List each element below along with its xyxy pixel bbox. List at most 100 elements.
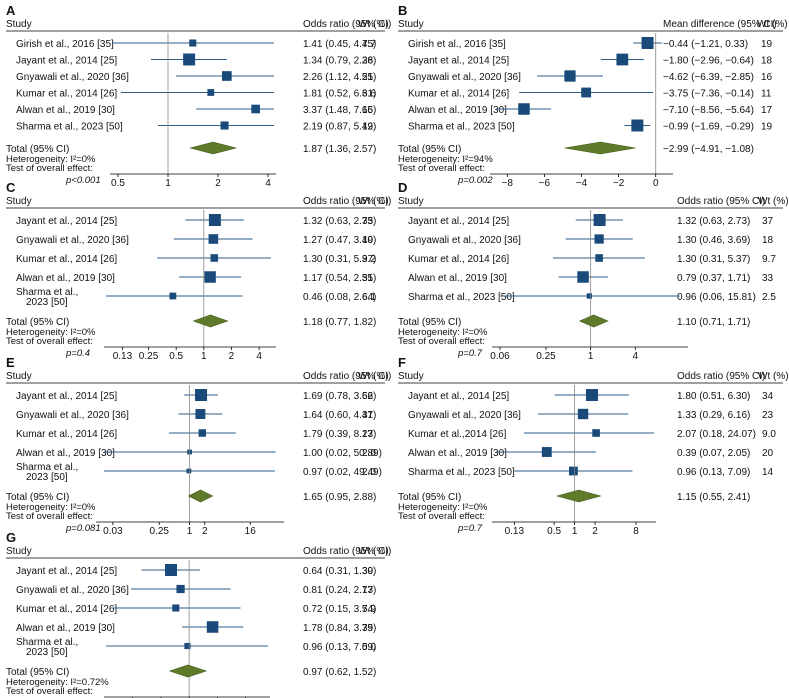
study-name: Gnyawali et al., 2020 [36]	[16, 235, 129, 246]
column-header-weight: Wt (%)	[358, 196, 389, 207]
total-ci-text: −2.99 (−4.91, −1.08)	[663, 144, 754, 155]
effect-ci-text: 0.79 (0.37, 1.71)	[677, 273, 750, 284]
point-estimate-square	[585, 389, 598, 401]
weight-text: 31	[362, 273, 374, 284]
weight-text: 11	[761, 89, 772, 100]
effect-ci-text: 1.27 (0.47, 3.40)	[303, 235, 376, 246]
heterogeneity-text: Heterogeneity: I²=0%	[6, 502, 96, 513]
point-estimate-square	[593, 214, 606, 226]
weight-text: 19	[761, 122, 773, 133]
weight-text: 7.9	[362, 604, 376, 615]
weight-text: 18	[761, 56, 773, 67]
x-tick-label: 0.25	[150, 526, 170, 537]
column-header-study: Study	[398, 371, 424, 382]
x-tick-label: 16	[245, 526, 257, 537]
effect-ci-text: 0.39 (0.07, 2.05)	[677, 448, 750, 459]
weight-text: 2.0	[362, 467, 376, 478]
weight-text: 14	[762, 467, 774, 478]
weight-text: 6.1	[362, 292, 376, 303]
weight-text: 17	[761, 105, 773, 116]
total-ci-text: 0.97 (0.62, 1.52)	[303, 667, 376, 678]
weight-text: 5.0	[362, 642, 376, 653]
column-header-effect: Odds ratio (95% CI)	[303, 196, 391, 207]
effect-ci-text: −1.80 (−2.96, −0.64)	[663, 56, 754, 67]
x-tick-label: 2	[592, 526, 598, 537]
point-estimate-square	[208, 234, 219, 244]
total-label: Total (95% CI)	[6, 492, 69, 503]
study-name: Gnyawali et al., 2020 [36]	[16, 72, 129, 83]
x-tick-label: 2	[202, 526, 208, 537]
study-row: Gnyawali et al., 2020 [36] 0.81 (0.24, 2.…	[16, 584, 376, 596]
point-estimate-square	[577, 271, 589, 283]
x-tick-label: 0.25	[536, 351, 556, 362]
study-name: Jayant et al., 2014 [25]	[408, 56, 509, 67]
study-name: Girish et al., 2016 [35]	[408, 39, 506, 50]
effect-ci-text: 1.78 (0.84, 3.79)	[303, 623, 376, 634]
pooled-estimate-diamond	[564, 141, 636, 155]
study-name: Jayant et al., 2014 [25]	[16, 566, 117, 577]
total-label: Total (95% CI)	[6, 317, 69, 328]
study-row: Girish et al., 2016 [35] 1.41 (0.45, 4.45…	[16, 39, 376, 50]
overall-effect-label: Test of overall effect:	[6, 686, 93, 697]
study-name: Kumar et al., 2014 [26]	[408, 254, 509, 265]
study-name: Kumar et al., 2014 [26]	[408, 89, 509, 100]
pooled-estimate-diamond	[578, 314, 609, 328]
heterogeneity-text: Heterogeneity: I²=0%	[6, 154, 96, 165]
effect-ci-text: 1.34 (0.79, 2.26)	[303, 56, 376, 67]
study-name: Sharma et al.,	[16, 287, 78, 298]
study-row: Gnyawali et al., 2020 [36] 1.33 (0.29, 6.…	[408, 408, 774, 421]
point-estimate-square	[518, 103, 530, 115]
column-header-study: Study	[6, 196, 32, 207]
point-estimate-square	[541, 447, 552, 457]
point-estimate-square	[220, 121, 229, 130]
study-name: Sharma et al., 2023 [50]	[408, 467, 515, 478]
p-value-text: p=0.002	[457, 175, 493, 186]
study-row: Sharma et al.,2023 [50] 0.96 (0.13, 7.09)…	[16, 637, 376, 658]
point-estimate-square	[581, 87, 592, 98]
x-tick-label: 0.03	[103, 526, 123, 537]
column-header-weight: Wt (%)	[358, 19, 389, 30]
overall-effect-label: Test of overall effect:	[398, 336, 485, 347]
panel-letter: E	[6, 355, 15, 370]
column-header-effect: Odds ratio (95% CI)	[303, 546, 391, 557]
weight-text: 16	[761, 72, 773, 83]
x-tick-label: 8	[633, 526, 639, 537]
effect-ci-text: 1.32 (0.63, 2.73)	[303, 216, 376, 227]
weight-text: 9.7	[762, 254, 776, 265]
effect-ci-text: 1.64 (0.60, 4.47)	[303, 410, 376, 421]
column-header-weight: Wt (%)	[358, 371, 389, 382]
heterogeneity-text: Heterogeneity: I²=0%	[6, 327, 96, 338]
panel-letter: F	[398, 355, 406, 370]
total-ci-text: 1.10 (0.71, 1.71)	[677, 317, 750, 328]
weight-text: 38	[362, 56, 374, 67]
point-estimate-square	[221, 71, 232, 81]
column-header-effect: Odds ratio (95% CI)	[677, 196, 765, 207]
study-row: Jayant et al., 2014 [25] −1.80 (−2.96, −0…	[408, 53, 773, 67]
weight-text: 13	[362, 429, 374, 440]
column-header-effect: Mean difference (95% CI)	[663, 19, 777, 30]
study-row: Jayant et al., 2014 [25] 1.32 (0.63, 2.73…	[16, 214, 376, 227]
study-row: Sharma et al., 2023 [50] 0.96 (0.13, 7.09…	[408, 466, 774, 478]
effect-ci-text: 0.96 (0.13, 7.09)	[303, 642, 376, 653]
x-tick-label: 0.5	[169, 351, 183, 362]
point-estimate-square	[577, 408, 589, 420]
x-tick-label: 0.5	[547, 526, 561, 537]
study-name: Jayant et al., 2014 [25]	[16, 391, 117, 402]
study-row: Kumar et al.,2014 [26] 2.07 (0.18, 24.07)…	[408, 429, 776, 440]
effect-ci-text: 1.30 (0.46, 3.69)	[677, 235, 750, 246]
total-ci-text: 1.87 (1.36, 2.57)	[303, 144, 376, 155]
x-tick-label: −8	[502, 178, 514, 189]
overall-effect-label: Test of overall effect:	[398, 511, 485, 522]
effect-ci-text: 1.30 (0.31, 5.37)	[303, 254, 376, 265]
weight-text: 35	[362, 216, 374, 227]
p-value-text: p<0.001	[65, 175, 101, 186]
study-row: Jayant et al., 2014 [25] 0.64 (0.31, 1.30…	[16, 564, 376, 577]
point-estimate-square	[164, 564, 177, 576]
panel-letter: B	[398, 3, 407, 18]
effect-ci-text: −3.75 (−7.36, −0.14)	[663, 89, 754, 100]
point-estimate-square	[631, 119, 644, 132]
total-label: Total (95% CI)	[398, 144, 461, 155]
